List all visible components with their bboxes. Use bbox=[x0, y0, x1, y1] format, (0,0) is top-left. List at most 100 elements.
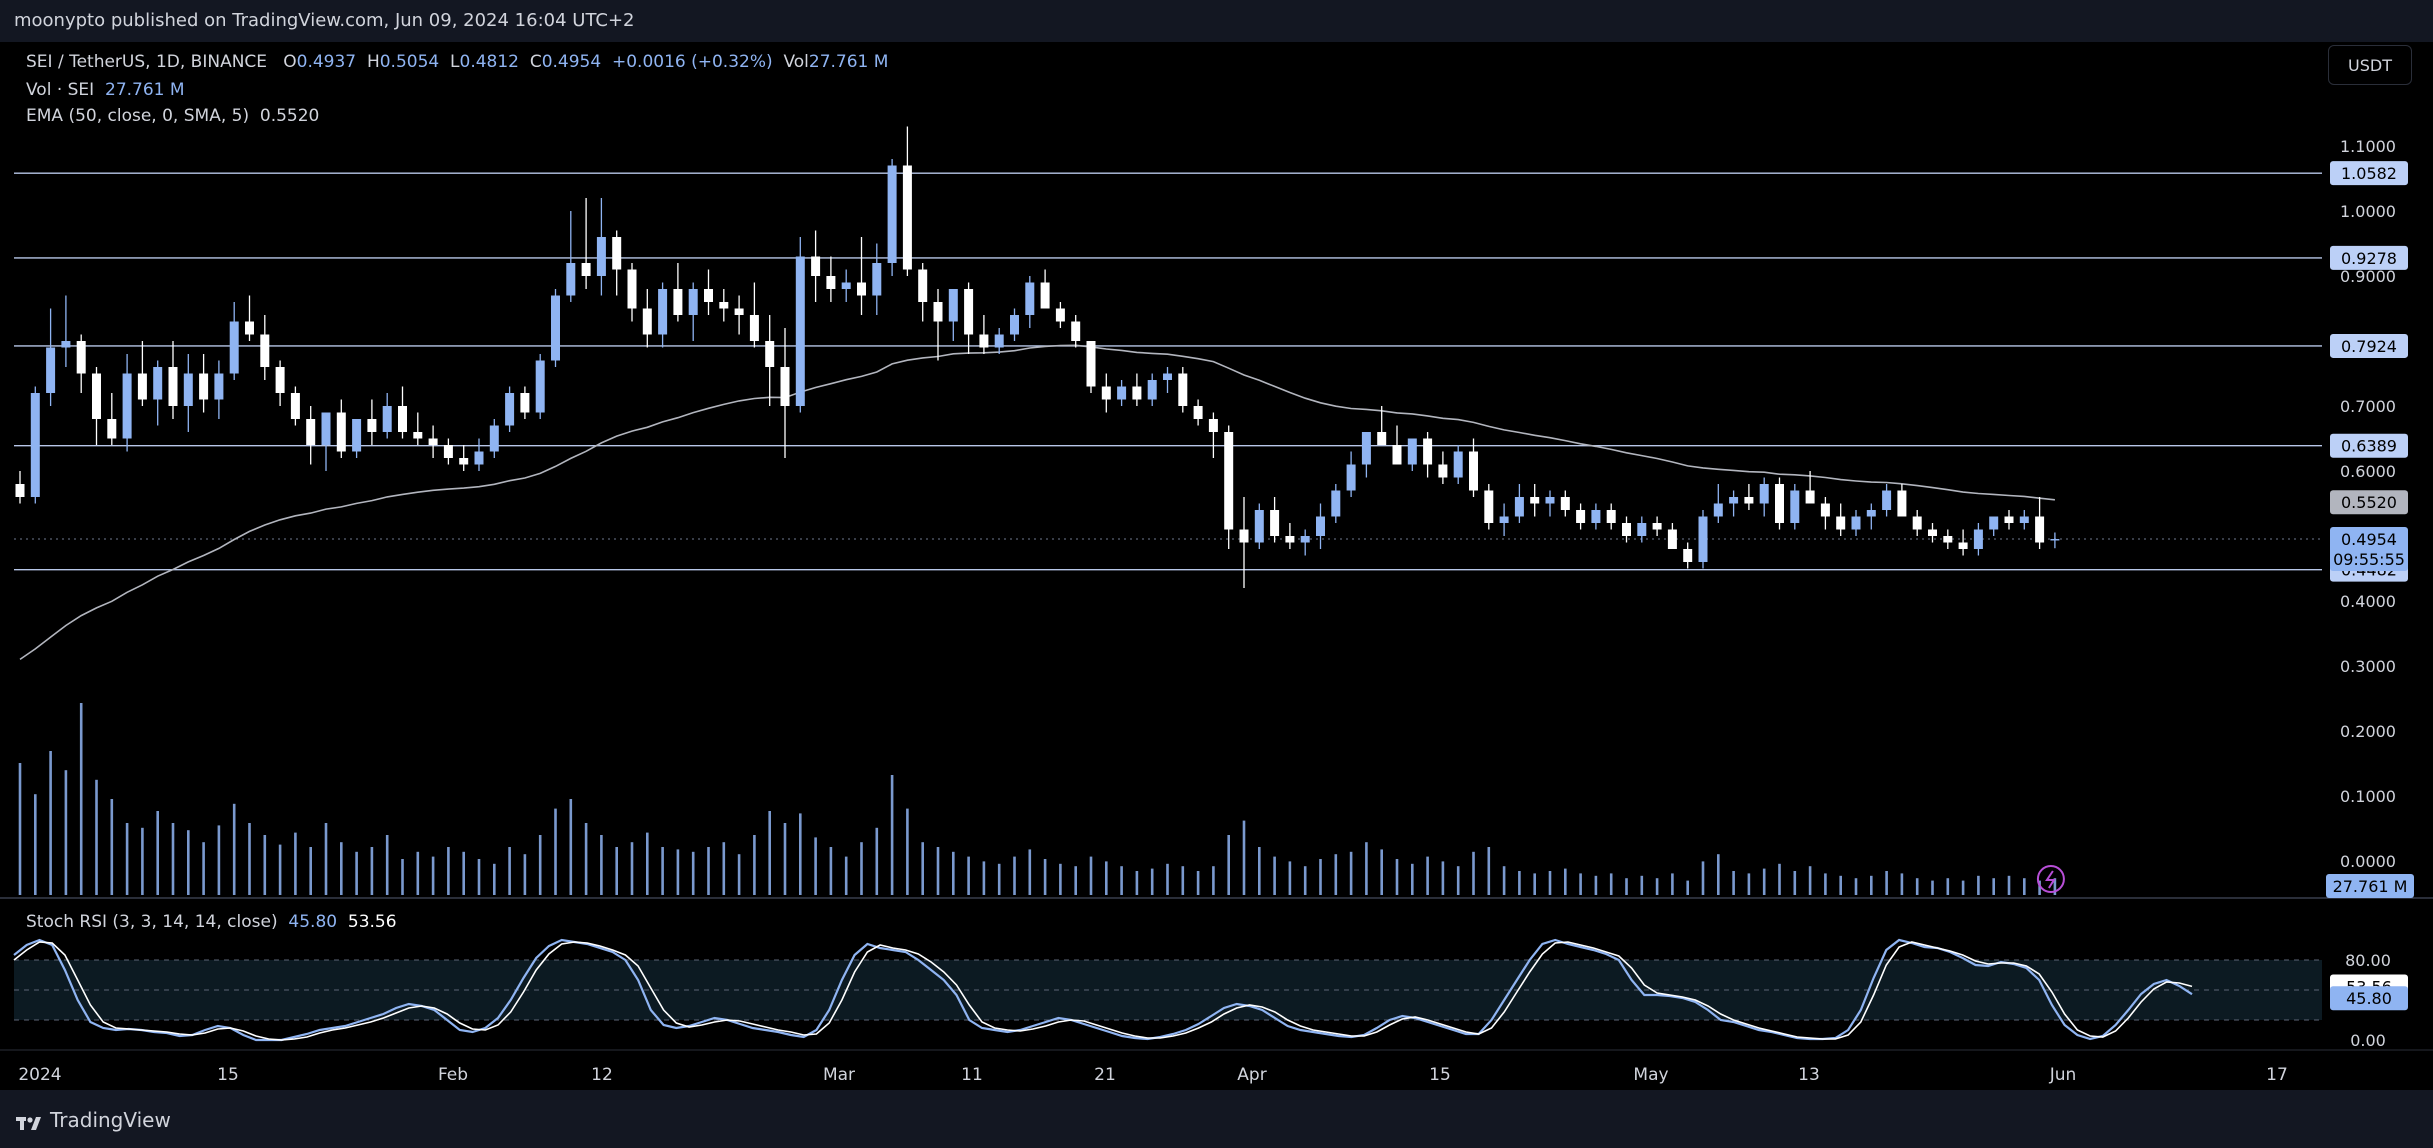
volume-bar bbox=[844, 856, 848, 895]
volume-bar bbox=[370, 847, 374, 895]
volume-bar bbox=[1411, 863, 1414, 895]
volume-bar bbox=[1150, 868, 1154, 895]
candle-body bbox=[306, 419, 316, 445]
legend-close: 0.4954 bbox=[541, 52, 602, 72]
candle-body bbox=[245, 321, 254, 335]
candle-body bbox=[719, 302, 729, 309]
bottom-bar: TradingView bbox=[0, 1090, 2433, 1148]
tradingview-brand[interactable]: TradingView bbox=[16, 1108, 171, 1132]
volume-bar bbox=[1992, 878, 1995, 895]
stoch-d-value: 53.56 bbox=[347, 912, 397, 932]
level-price-tag: 0.7924 bbox=[2341, 337, 2397, 356]
candle-body bbox=[183, 373, 193, 406]
volume-bar bbox=[49, 751, 52, 895]
volume-bar bbox=[171, 823, 175, 895]
candle-body bbox=[566, 263, 576, 296]
candle-body bbox=[428, 438, 438, 445]
stoch-k-tag-bg bbox=[2330, 986, 2408, 1011]
volume-bar bbox=[814, 837, 817, 895]
candle-body bbox=[1652, 523, 1662, 530]
volume-bar bbox=[1747, 873, 1751, 895]
time-tick-label: 15 bbox=[1429, 1065, 1451, 1085]
ema-line bbox=[19, 344, 2055, 661]
volume-bar bbox=[906, 808, 909, 895]
volume-bar bbox=[952, 851, 955, 895]
candle-body bbox=[1912, 516, 1922, 530]
stoch-k-value: 45.80 bbox=[288, 912, 338, 932]
candle-body bbox=[1438, 464, 1448, 478]
volume-bar bbox=[1640, 875, 1644, 895]
volume-bar bbox=[982, 861, 986, 895]
volume-bar bbox=[584, 823, 588, 895]
candle-body bbox=[948, 289, 958, 322]
volume-bar bbox=[1977, 875, 1980, 895]
level-price-tag: 0.6389 bbox=[2341, 437, 2397, 456]
candle-body bbox=[1958, 542, 1968, 549]
time-tick-label: Mar bbox=[823, 1065, 855, 1085]
time-axis: 2024 15 Feb 12 Mar 11 21 Apr 15 May 13 Jun 17 bbox=[0, 1049, 2433, 1085]
volume-bar bbox=[79, 703, 83, 895]
volume-bar bbox=[1609, 873, 1613, 895]
volume-bar bbox=[997, 863, 1001, 895]
tradingview-logo-icon bbox=[16, 1112, 42, 1130]
volume-bar bbox=[462, 851, 465, 895]
candle-body bbox=[153, 367, 163, 400]
volume-bar bbox=[1915, 878, 1919, 895]
volume-bar bbox=[294, 832, 297, 895]
candle-body bbox=[1637, 523, 1647, 536]
candle-body bbox=[260, 334, 270, 367]
volume-bar bbox=[1120, 866, 1123, 895]
price-tick-label: 0.2000 bbox=[2340, 722, 2396, 741]
volume-bar bbox=[1533, 873, 1536, 895]
time-tick-label: 12 bbox=[591, 1065, 613, 1085]
candle-body bbox=[1086, 341, 1096, 387]
legend-row-volume: Vol · SEI 27.761 M bbox=[26, 80, 185, 100]
candles bbox=[15, 126, 2060, 588]
candle-body bbox=[1208, 419, 1218, 432]
volume-bar bbox=[1242, 820, 1246, 895]
candle-body bbox=[551, 295, 560, 361]
volume-bar bbox=[860, 842, 863, 895]
time-tick-label: Apr bbox=[1237, 1065, 1266, 1085]
volume-bar bbox=[569, 799, 573, 895]
candle-body bbox=[1407, 438, 1417, 465]
candle-body bbox=[1377, 432, 1387, 445]
candle-body bbox=[902, 165, 912, 270]
candle-body bbox=[46, 347, 56, 393]
candle-body bbox=[1040, 282, 1050, 309]
volume-bar bbox=[217, 825, 221, 895]
candle-body bbox=[1790, 490, 1800, 523]
candle-body bbox=[2004, 516, 2014, 523]
volume-bar bbox=[2023, 878, 2026, 895]
volume-bar bbox=[1365, 842, 1368, 895]
price-tick-label: 0.3000 bbox=[2340, 657, 2396, 676]
chart-canvas[interactable]: 80.000.0053.5645.80 1.10001.00000.90000.… bbox=[0, 42, 2433, 1090]
volume-bar bbox=[1227, 835, 1230, 895]
candle-body bbox=[673, 289, 683, 315]
volume-bars bbox=[18, 703, 2057, 895]
candle-body bbox=[1117, 386, 1127, 400]
price-tick-label: 0.0000 bbox=[2340, 852, 2396, 871]
time-tick-label: 13 bbox=[1798, 1065, 1820, 1085]
volume-bar bbox=[1181, 866, 1185, 895]
legend-vol-label: Vol bbox=[783, 52, 809, 72]
price-tick-label: 0.7000 bbox=[2340, 397, 2396, 416]
candle-body bbox=[1469, 451, 1478, 491]
candle-body bbox=[1025, 282, 1035, 315]
volume-bar bbox=[1135, 871, 1139, 895]
candle-body bbox=[92, 373, 101, 419]
volume-bar bbox=[1456, 866, 1460, 895]
volume-bar bbox=[187, 830, 190, 895]
candle-body bbox=[1882, 490, 1892, 510]
volume-bar bbox=[1686, 880, 1689, 895]
volume-bar bbox=[34, 794, 37, 895]
volume-bar bbox=[1013, 856, 1016, 895]
currency-button[interactable]: USDT bbox=[2328, 45, 2412, 85]
candle-body bbox=[1744, 497, 1754, 504]
price-tick-label: 0.4000 bbox=[2340, 592, 2396, 611]
level-price-tag-bg bbox=[2330, 433, 2408, 458]
candle-body bbox=[413, 432, 423, 439]
legend-high: 0.5054 bbox=[379, 52, 440, 72]
candle-body bbox=[1514, 497, 1524, 517]
chart-frame[interactable]: 80.000.0053.5645.80 1.10001.00000.90000.… bbox=[0, 42, 2433, 1090]
